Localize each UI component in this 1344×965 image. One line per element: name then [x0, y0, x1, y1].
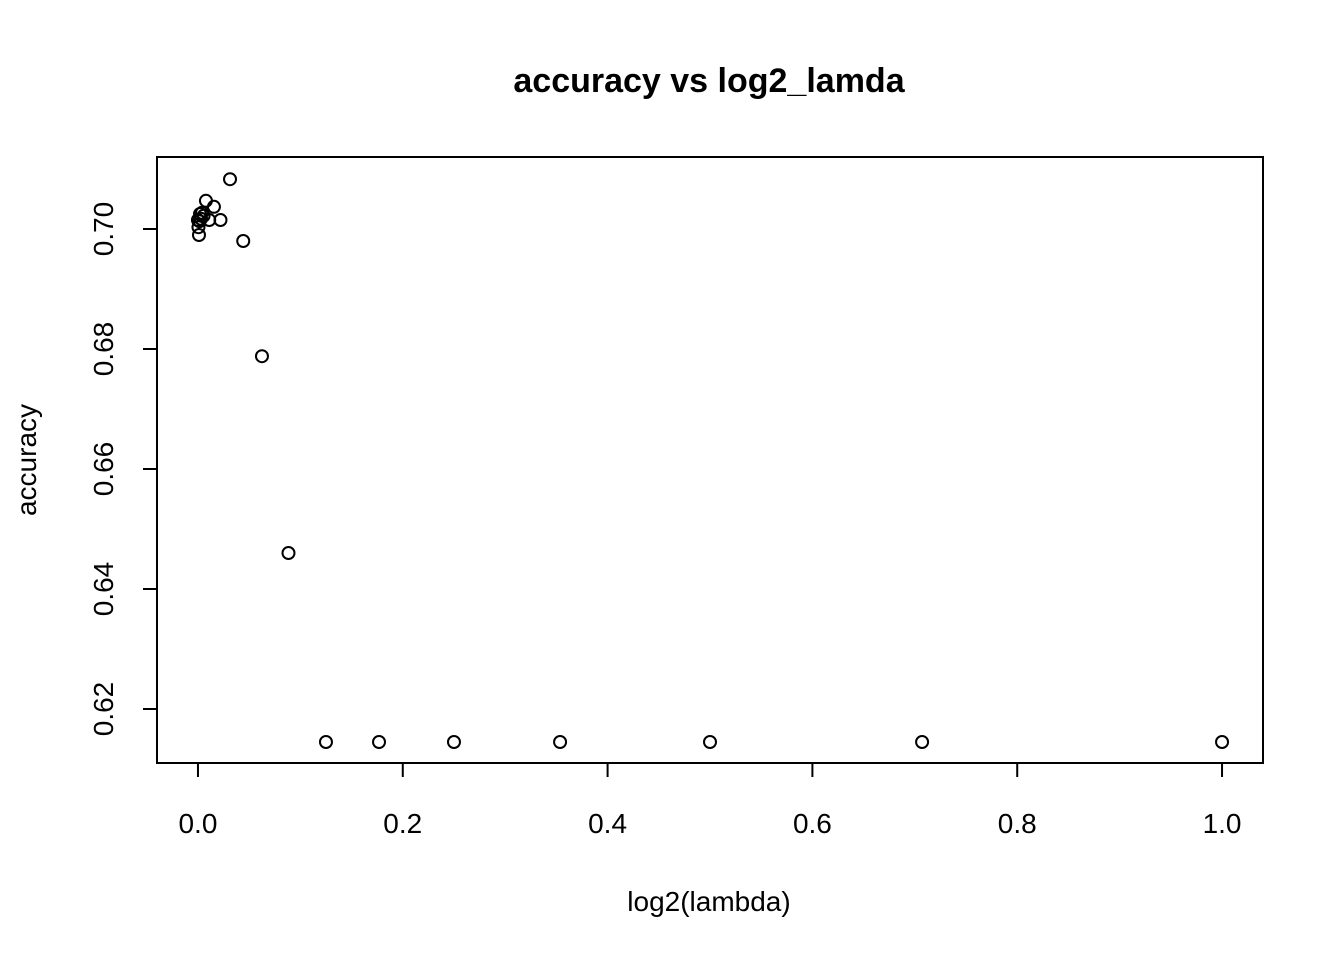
y-axis-title: accuracy — [11, 404, 42, 516]
y-axis: 0.62 0.64 0.66 0.68 0.70 — [88, 202, 158, 737]
x-tick-label: 0.2 — [383, 808, 422, 839]
y-tick-label: 0.68 — [88, 322, 119, 377]
data-point — [194, 211, 209, 226]
data-point — [223, 172, 238, 187]
chart-title: accuracy vs log2_lamda — [513, 62, 905, 100]
data-point — [703, 735, 717, 749]
y-tick-label: 0.70 — [88, 202, 119, 257]
data-point — [915, 735, 930, 749]
data-point — [1215, 735, 1230, 749]
x-axis-title: log2(lambda) — [627, 886, 790, 917]
x-tick-label: 0.8 — [998, 808, 1037, 839]
data-point — [281, 546, 296, 560]
plot-frame — [156, 156, 1264, 764]
y-tick-label: 0.62 — [88, 682, 119, 737]
y-tick-label: 0.64 — [88, 562, 119, 617]
data-point — [553, 735, 568, 749]
x-tick-label: 0.0 — [178, 808, 217, 839]
data-point — [254, 349, 269, 364]
data-point — [213, 213, 228, 227]
data-point — [206, 199, 221, 214]
data-point — [236, 234, 251, 248]
data-point — [318, 735, 333, 749]
x-tick-label: 0.4 — [588, 808, 627, 839]
data-points — [190, 172, 1230, 749]
data-point — [191, 228, 206, 242]
y-tick-label: 0.66 — [88, 442, 119, 497]
data-point — [372, 735, 387, 749]
x-tick-label: 0.6 — [793, 808, 832, 839]
data-point — [198, 193, 213, 208]
x-tick-label: 1.0 — [1203, 808, 1242, 839]
data-point — [446, 735, 461, 749]
data-point — [191, 220, 206, 235]
x-axis: 0.0 0.2 0.4 0.6 0.8 1.0 — [178, 762, 1242, 839]
